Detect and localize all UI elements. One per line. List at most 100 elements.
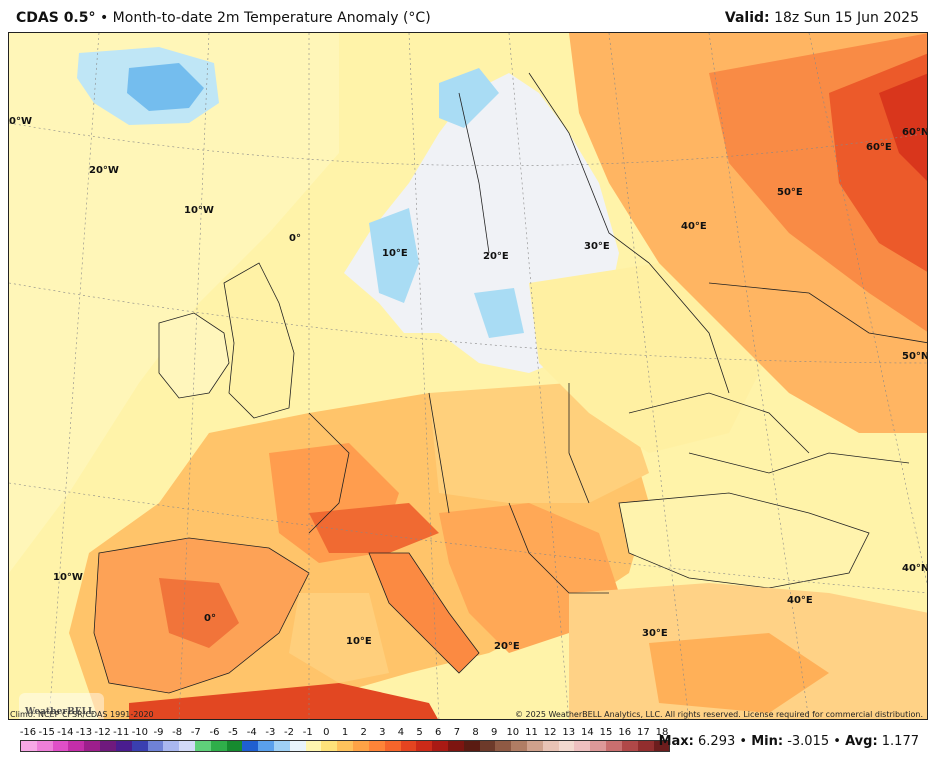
colorbar-swatch (432, 741, 448, 751)
graticule-line (808, 33, 927, 586)
norway-cold-patch (369, 208, 419, 303)
title-separator: • (99, 10, 109, 26)
colorbar-tick-label: -5 (228, 727, 239, 738)
min-value: -3.015 (787, 734, 830, 749)
colorbar-swatch (337, 741, 354, 751)
colorbar-tick-label: -7 (190, 727, 201, 738)
valid-time: Valid: 18z Sun 15 Jun 2025 (725, 10, 919, 26)
border-line (458, 92, 490, 254)
color-legend: -16 -15 -14 -13 -12 -11 -10 -9 -8 -7 -6 -5 -4 -3 -2 -1 0… (20, 727, 670, 755)
valid-label: Valid: (724, 10, 770, 26)
lat-label-40n: 40°N (902, 563, 928, 574)
map-canvas: 0°W 20°W 10°W 0° 10°E 20°E 30°E 40°E 50°… (9, 33, 928, 719)
lon-label-10w: 10°W (184, 205, 214, 216)
colorbar-swatch (590, 741, 607, 751)
colorbar-tick-label: -3 (265, 727, 276, 738)
avg-label: Avg: (845, 734, 878, 749)
copyright-note: © 2025 WeatherBELL Analytics, LLC. All r… (515, 710, 923, 719)
logo-text: WeatherBELL (25, 707, 95, 717)
lat-label-50n: 50°N (902, 351, 928, 362)
colorbar-swatch (179, 741, 195, 751)
header: CDAS 0.5° • Month-to-date 2m Temperature… (0, 0, 935, 32)
colorbar-tick-label: 4 (397, 727, 405, 738)
colorbar-swatch (68, 741, 85, 751)
colorbar-swatch (542, 741, 559, 751)
turkey-warm-patch (649, 633, 829, 713)
colorbar-tick-label: -2 (284, 727, 295, 738)
colorbar-swatch (242, 741, 259, 751)
urals-hottest-core (879, 73, 927, 181)
graticule-line (708, 33, 810, 719)
colorbar-tick-label: 16 (618, 727, 632, 738)
max-label: Max: (658, 734, 694, 749)
alps-hot-region (309, 503, 439, 553)
colorbar-tick-label: 17 (636, 727, 650, 738)
colorbar-swatch (305, 741, 322, 751)
border-line (568, 383, 590, 504)
ireland-shape (158, 312, 230, 399)
colorbar-tick-label: -16 (19, 727, 37, 738)
colorbar-swatch (416, 741, 433, 751)
colorbar-swatch (463, 741, 480, 751)
map-description: Month-to-date 2m Temperature Anomaly (°C… (112, 10, 431, 26)
colorbar-swatch (447, 741, 464, 751)
border-line (648, 262, 730, 394)
colorbar-ticks: -16 -15 -14 -13 -12 -11 -10 -9 -8 -7 -6 -5 -4 -3 -2 -1 0… (20, 727, 670, 739)
colorbar-tick-label: 2 (360, 727, 367, 738)
north-africa-hot-region (129, 683, 438, 719)
iberia-hot-core (159, 578, 239, 648)
border-line (688, 452, 910, 474)
colorbar-swatch (495, 741, 512, 751)
colorbar-swatch (400, 741, 417, 751)
iceland-cold-core (127, 63, 204, 111)
graticule-line (508, 33, 570, 719)
border-line (708, 282, 927, 344)
lon-label-bottom-40e: 40°E (787, 595, 813, 606)
colorbar-swatch (558, 741, 575, 751)
colorbar-tick-label: 12 (543, 727, 557, 738)
colorbar-swatch (147, 741, 164, 751)
colorbar-swatch (274, 741, 290, 751)
lon-label-20e: 20°E (483, 251, 509, 262)
colorbar-tick-label: 3 (379, 727, 386, 738)
colorbar-swatch (511, 741, 527, 751)
colorbar-swatch (653, 741, 670, 751)
lon-label-bottom-10e: 10°E (346, 636, 372, 647)
colorbar-tick-label: -9 (153, 727, 164, 738)
great-britain-shape (223, 262, 295, 419)
colorbar-swatch (115, 741, 132, 751)
colorbar-swatch (321, 741, 338, 751)
avg-value: 1.177 (881, 734, 919, 749)
stats-separator: • (833, 734, 841, 749)
map-title: CDAS 0.5° • Month-to-date 2m Temperature… (16, 10, 431, 26)
colorbar-swatch (258, 741, 274, 751)
colorbar-tick-label: -13 (75, 727, 93, 738)
colorbar-tick-label: 9 (490, 727, 498, 738)
climo-note: Climo: NCEP CFSR/CDAS 1991-2020 (10, 710, 154, 719)
colorbar-swatch (210, 741, 227, 751)
stats-separator: • (739, 734, 748, 749)
colorbar-swatch (368, 741, 385, 751)
colorbar-swatch (289, 741, 306, 751)
colorbar-swatch (637, 741, 654, 751)
colorbar-bar (20, 740, 670, 752)
valid-time-value: 18z Sun 15 Jun 2025 (774, 10, 919, 26)
colorbar-swatch (384, 741, 401, 751)
lon-label-0: 0° (289, 233, 301, 244)
anomaly-map[interactable]: 0°W 20°W 10°W 0° 10°E 20°E 30°E 40°E 50°… (8, 32, 928, 720)
colorbar-tick-label: -1 (302, 727, 313, 738)
colorbar-swatch (353, 741, 369, 751)
colorbar-tick-label: -12 (94, 727, 111, 738)
lon-label-10e: 10°E (382, 248, 408, 259)
stats-line: Max: 6.293 • Min: -3.015 • Avg: 1.177 (659, 734, 919, 749)
colorbar-tick-label: 1 (341, 727, 349, 738)
colorbar-tick-label: -14 (57, 727, 74, 738)
colorbar-tick-label: -6 (209, 727, 220, 738)
lat-label-60n: 60°N (902, 127, 928, 138)
lon-label-20w: 20°W (89, 165, 119, 176)
colorbar-tick-label: -11 (113, 727, 130, 738)
colorbar-swatch (36, 741, 53, 751)
colorbar-swatch (621, 741, 638, 751)
lon-label-0w: 0°W (9, 116, 32, 127)
colorbar-tick-label: 0 (323, 727, 330, 738)
